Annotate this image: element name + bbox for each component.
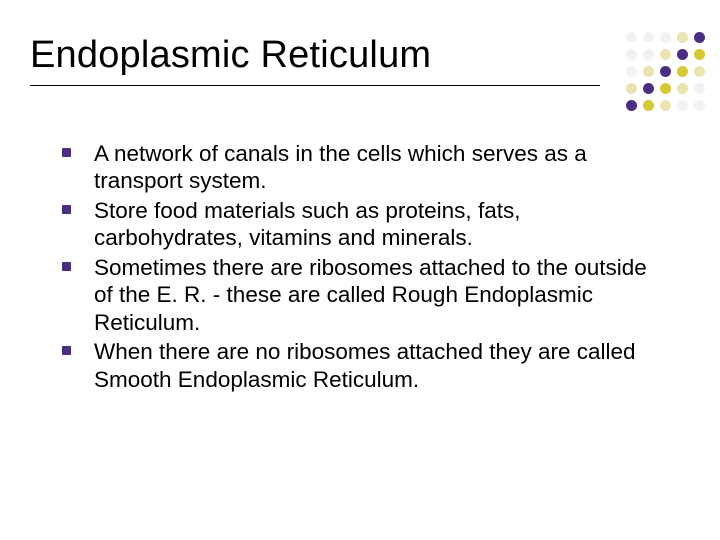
slide-title: Endoplasmic Reticulum	[30, 34, 570, 83]
corner-dot-grid	[626, 32, 706, 112]
dot-icon	[677, 49, 688, 60]
title-underline	[30, 85, 600, 86]
dot-icon	[677, 83, 688, 94]
dot-icon	[626, 66, 637, 77]
list-item: Sometimes there are ribosomes attached t…	[60, 254, 660, 336]
dot-icon	[660, 100, 671, 111]
dot-icon	[660, 49, 671, 60]
dot-icon	[660, 66, 671, 77]
dot-icon	[626, 83, 637, 94]
dot-icon	[660, 32, 671, 43]
dot-icon	[643, 32, 654, 43]
dot-icon	[626, 49, 637, 60]
slide: Endoplasmic Reticulum A network of c	[0, 0, 720, 540]
dot-icon	[643, 83, 654, 94]
bullet-text: A network of canals in the cells which s…	[94, 141, 587, 193]
list-item: When there are no ribosomes attached the…	[60, 338, 660, 393]
list-item: A network of canals in the cells which s…	[60, 140, 660, 195]
dot-icon	[694, 83, 705, 94]
list-item: Store food materials such as proteins, f…	[60, 197, 660, 252]
dot-icon	[677, 32, 688, 43]
dot-icon	[626, 100, 637, 111]
dot-icon	[643, 66, 654, 77]
bullet-text: When there are no ribosomes attached the…	[94, 339, 636, 391]
dot-icon	[643, 100, 654, 111]
bullet-list: A network of canals in the cells which s…	[60, 140, 660, 393]
dot-icon	[694, 100, 705, 111]
title-block: Endoplasmic Reticulum	[30, 34, 570, 86]
dot-icon	[694, 66, 705, 77]
dot-icon	[660, 83, 671, 94]
dot-icon	[643, 49, 654, 60]
dot-icon	[694, 49, 705, 60]
dot-icon	[677, 66, 688, 77]
dot-icon	[677, 100, 688, 111]
bullet-text: Sometimes there are ribosomes attached t…	[94, 255, 647, 335]
body-content: A network of canals in the cells which s…	[60, 140, 660, 395]
dot-icon	[694, 32, 705, 43]
bullet-text: Store food materials such as proteins, f…	[94, 198, 520, 250]
dot-icon	[626, 32, 637, 43]
